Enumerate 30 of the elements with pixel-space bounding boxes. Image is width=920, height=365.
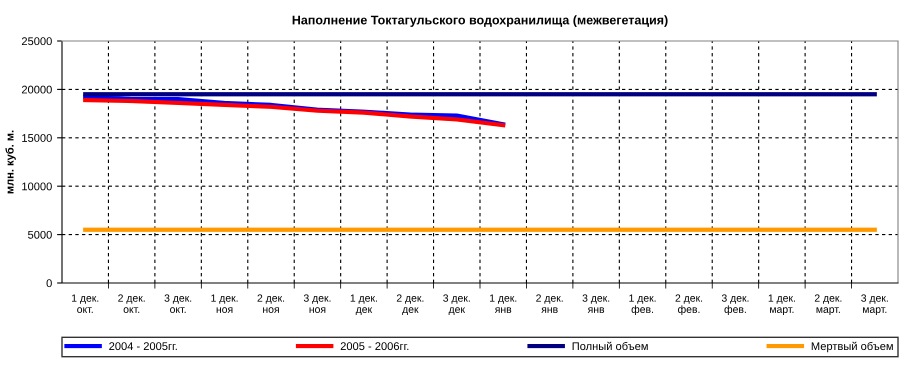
y-tick-label: 15000: [22, 134, 52, 142]
legend-label: 2005 - 2006гг.: [340, 342, 408, 350]
legend-label: Мертвый объем: [812, 342, 893, 352]
x-tick-label: 1 дек. дек: [350, 294, 377, 315]
x-tick-label: 3 дек. янв: [582, 294, 610, 313]
x-tick-label: 3 дек. дек: [443, 294, 470, 315]
y-tick-label: 10000: [22, 182, 52, 190]
legend-label: 2004 - 2005гг.: [109, 342, 177, 350]
chart-title: Наполнение Токтагульского водохранилища (межвегетация): [292, 15, 668, 27]
x-tick-label: 2 дек. март.: [814, 294, 842, 316]
x-tick-label: 1 дек. фев.: [629, 294, 656, 316]
y-tick-label: 20000: [22, 86, 52, 94]
y-tick-label: 25000: [22, 37, 52, 46]
x-tick-label: 1 дек. март.: [768, 294, 795, 316]
y-tick-label: 5000: [28, 230, 52, 239]
y-tick-label: 0: [46, 279, 52, 288]
x-tick-label: 3 дек. март.: [861, 294, 888, 316]
x-tick-label: 2 дек. ноя: [258, 294, 284, 313]
x-tick-label: 2 дек. янв: [536, 294, 563, 313]
x-tick-label: 3 дек. окт.: [164, 294, 192, 313]
x-tick-label: 2 дек. окт.: [118, 294, 145, 313]
x-tick-label: 1 дек. ноя: [211, 294, 238, 313]
x-tick-label: 3 дек. фев.: [722, 294, 748, 316]
legend-label: Полный объем: [572, 342, 648, 350]
x-tick-label: 1 дек. янв: [490, 294, 516, 313]
x-tick-label: 2 дек. фев.: [676, 294, 702, 316]
y-axis-title: млн. куб. м.: [5, 130, 16, 194]
x-tick-label: 3 дек. ноя: [304, 294, 330, 313]
x-tick-label: 2 дек. дек: [396, 294, 424, 315]
x-tick-label: 1 дек. окт.: [72, 294, 98, 313]
